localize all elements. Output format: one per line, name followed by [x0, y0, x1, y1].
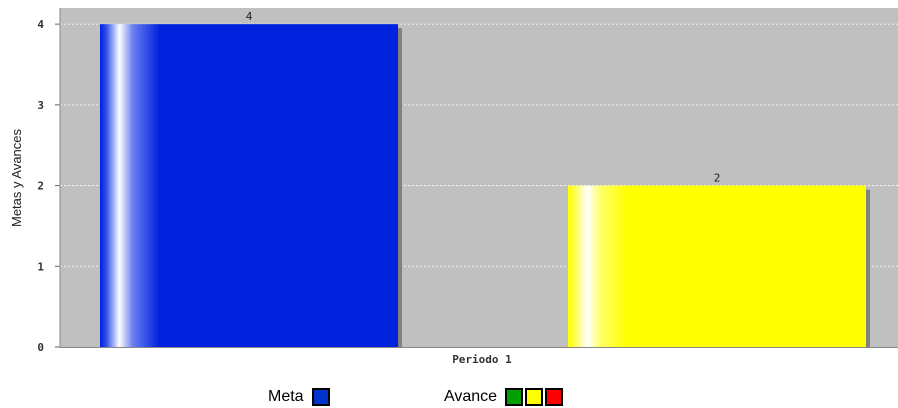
- legend-avance-swatch-red: [545, 388, 564, 406]
- bars: 42: [100, 10, 870, 348]
- y-tick-label: 4: [37, 18, 44, 31]
- category-label: Periodo 1: [452, 353, 512, 366]
- legend-item-meta: Meta: [268, 387, 332, 407]
- legend-meta-label: Meta: [268, 388, 304, 405]
- y-tick-label: 1: [37, 260, 44, 273]
- bar-avance: [568, 185, 866, 347]
- bar-value-label: 2: [714, 172, 721, 185]
- legend-avance-swatch-yellow: [525, 388, 544, 406]
- legend-avance-swatch-green: [505, 388, 524, 406]
- bar-meta: [100, 24, 398, 348]
- y-axis-label: Metas y Avances: [9, 128, 24, 227]
- bar-value-label: 4: [246, 10, 253, 23]
- legend-item-avance: Avance: [444, 387, 565, 407]
- y-tick-label: 3: [37, 99, 44, 112]
- y-tick-label: 2: [37, 180, 44, 193]
- y-tick-label: 0: [37, 341, 44, 354]
- legend-avance-label: Avance: [444, 388, 498, 405]
- legend-meta-swatch: [311, 388, 330, 406]
- y-axis-ticks: 0 1 2 3 4: [37, 18, 60, 354]
- legend: Meta Avance: [0, 387, 898, 407]
